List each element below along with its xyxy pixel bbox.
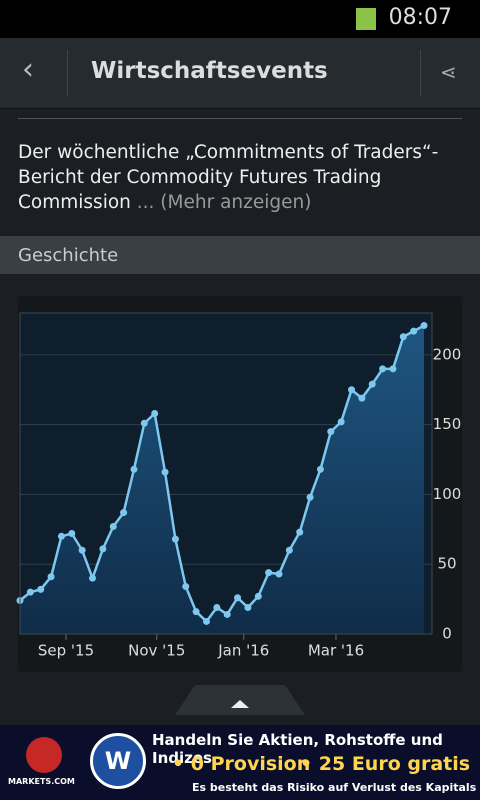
y-tick-label: 150	[433, 415, 462, 433]
share-button[interactable]: ⋖	[440, 60, 457, 84]
back-button[interactable]: ‹	[22, 52, 34, 87]
point	[213, 603, 221, 611]
point	[109, 523, 117, 531]
separator	[18, 118, 462, 119]
point	[26, 588, 34, 596]
point	[296, 528, 304, 536]
point	[306, 493, 314, 501]
ad-offer: • 0 Provision	[172, 753, 311, 775]
description: Der wöchentliche „Commitments of Traders…	[18, 140, 458, 215]
point	[337, 418, 345, 426]
point	[379, 365, 387, 373]
point	[161, 468, 169, 476]
section-header: Geschichte	[0, 236, 480, 274]
point	[327, 428, 335, 436]
point	[192, 608, 200, 616]
ad-banner[interactable]: MARKETS.COM W Handeln Sie Aktien, Rohsto…	[0, 725, 480, 800]
plot-border	[19, 312, 433, 635]
point	[171, 535, 179, 543]
point	[420, 322, 428, 330]
clock: 08:07	[388, 5, 452, 30]
line	[19, 324, 425, 624]
section-title: Geschichte	[18, 245, 119, 266]
description-text: Der wöchentliche „Commitments of Traders…	[18, 142, 439, 213]
x-tick-label: Jan '16	[217, 642, 269, 660]
action-bar: ‹ Wirtschaftsevents ⋖	[0, 38, 480, 109]
ad-headline: Handeln Sie Aktien, Rohstoffe und Indize…	[152, 731, 443, 767]
point	[120, 509, 128, 517]
point	[99, 545, 107, 553]
y-tick-label: 0	[442, 625, 452, 643]
ad-logo	[26, 737, 62, 773]
point	[151, 409, 159, 417]
point	[89, 574, 97, 582]
point	[234, 594, 242, 602]
point	[223, 610, 231, 618]
point	[182, 583, 190, 591]
point	[140, 419, 148, 427]
divider	[420, 50, 421, 96]
point	[410, 327, 418, 335]
ad-brand: MARKETS.COM	[8, 777, 75, 786]
ad-risk: Es besteht das Risiko auf Verlust des Ka…	[192, 781, 477, 794]
chart: 0 50 100 150 200 Sep '15 Nov '15 Jan '16 Mar '16	[16, 312, 462, 715]
point	[57, 532, 65, 540]
title: Wirtschaftsevents	[91, 58, 328, 84]
point	[37, 585, 45, 593]
point	[285, 546, 293, 554]
point	[78, 546, 86, 554]
point	[265, 569, 273, 577]
y-tick-label: 200	[433, 345, 462, 363]
point	[244, 603, 252, 611]
point	[130, 465, 138, 473]
point	[399, 333, 407, 341]
handle-arrow	[231, 700, 249, 708]
point	[358, 394, 366, 402]
ad-offer: • 25 Euro gratis	[300, 753, 471, 775]
x-tick-label: Sep '15	[38, 642, 94, 660]
status-bar: 08:07	[0, 0, 480, 38]
y-tick-label: 100	[433, 485, 462, 503]
y-tick-label: 50	[437, 555, 456, 573]
ad-icon: W	[90, 733, 146, 789]
point	[368, 380, 376, 388]
point	[275, 570, 283, 578]
more-link[interactable]: ... (Mehr anzeigen)	[136, 192, 312, 213]
point	[68, 530, 76, 538]
point	[316, 465, 324, 473]
point	[254, 592, 262, 600]
point	[389, 365, 397, 373]
x-tick-label: Mar '16	[308, 642, 364, 660]
battery	[356, 8, 376, 30]
area	[20, 325, 425, 634]
x-tick-label: Nov '15	[128, 642, 185, 660]
point	[47, 573, 55, 581]
point	[202, 617, 210, 625]
divider	[67, 50, 68, 96]
point	[348, 386, 356, 394]
